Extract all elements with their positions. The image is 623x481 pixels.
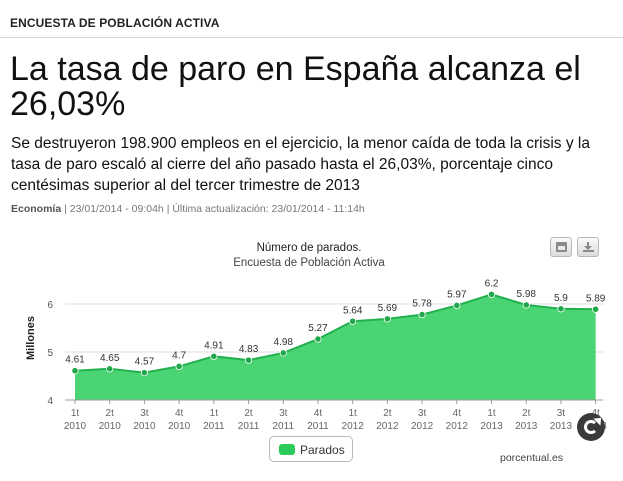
article-subheadline: Se destruyeron 198.900 empleos en el eje… — [11, 135, 590, 194]
download-button[interactable] — [577, 237, 599, 257]
data-label: 4.98 — [274, 337, 294, 348]
x-tick-year: 2012 — [376, 421, 399, 432]
x-tick-label: 3t — [557, 408, 566, 419]
data-point — [453, 301, 461, 310]
x-tick-label: 2t — [522, 408, 531, 419]
x-tick-year: 2010 — [133, 421, 156, 432]
refresh-icon[interactable] — [577, 413, 605, 441]
x-tick-year: 2012 — [446, 421, 469, 432]
x-tick-label: 1t — [487, 408, 496, 419]
data-label: 6.2 — [485, 278, 499, 289]
article-headline: La tasa de paro en España alcanza el 26,… — [10, 50, 581, 123]
data-point — [349, 317, 357, 325]
data-label: 5.64 — [343, 305, 363, 316]
x-tick-label: 3t — [418, 408, 427, 419]
x-tick-year: 2011 — [307, 421, 329, 432]
x-tick-year: 2013 — [515, 421, 538, 432]
y-tick-label: 5 — [47, 348, 53, 359]
data-label: 4.65 — [100, 353, 120, 364]
x-tick-year: 2010 — [168, 421, 191, 432]
x-tick-label: 4t — [175, 408, 184, 419]
data-label: 5.9 — [554, 293, 568, 304]
x-tick-year: 2010 — [99, 421, 122, 432]
x-tick-label: 3t — [279, 408, 288, 419]
chart-credit[interactable]: porcentual.es — [500, 452, 564, 464]
legend-label: Parados — [300, 443, 345, 457]
data-point — [418, 310, 426, 319]
x-tick-label: 1t — [210, 408, 219, 419]
chart-title: Número de parados. — [257, 242, 362, 254]
data-point — [557, 305, 565, 313]
data-label: 5.78 — [412, 299, 432, 310]
x-tick-year: 2010 — [64, 421, 87, 432]
data-point — [522, 301, 530, 309]
data-point — [383, 315, 391, 323]
data-point — [175, 362, 183, 370]
data-point — [487, 290, 496, 299]
x-tick-label: 4t — [453, 408, 462, 419]
print-button[interactable] — [550, 237, 572, 257]
data-point — [210, 352, 218, 360]
category-link[interactable]: Economía — [11, 203, 62, 215]
download-icon — [583, 242, 594, 252]
data-label: 4.61 — [65, 355, 85, 366]
y-axis-label: Millones — [25, 316, 37, 360]
data-label: 4.57 — [135, 357, 155, 368]
chart: Número de parados. Encuesta de Población… — [25, 242, 607, 432]
series-area — [75, 294, 596, 400]
data-point — [140, 369, 149, 377]
x-tick-label: 2t — [106, 408, 115, 419]
x-tick-label: 2t — [383, 408, 392, 419]
article-meta: Economía | 23/01/2014 - 09:04h | Última … — [11, 203, 616, 215]
y-tick-label: 4 — [47, 396, 53, 407]
chart-container: Número de parados. Encuesta de Población… — [10, 225, 615, 475]
data-point — [592, 305, 600, 313]
data-point — [244, 356, 253, 364]
chart-subtitle: Encuesta de Población Activa — [233, 257, 385, 269]
section-title: ENCUESTA DE POBLACIÓN ACTIVA — [10, 16, 220, 30]
legend-swatch — [279, 444, 295, 455]
x-tick-year: 2012 — [342, 421, 365, 432]
data-label: 5.98 — [516, 289, 536, 300]
x-tick-year: 2012 — [411, 421, 434, 432]
data-point — [71, 367, 79, 375]
data-label: 5.89 — [586, 293, 606, 304]
x-tick-year: 2011 — [203, 421, 225, 432]
x-tick-label: 3t — [140, 408, 149, 419]
x-tick-year: 2011 — [273, 421, 295, 432]
data-label: 4.91 — [204, 340, 224, 351]
data-label: 4.7 — [172, 350, 186, 361]
x-tick-year: 2011 — [238, 421, 260, 432]
meta-separator: | — [166, 203, 170, 215]
published-date: | 23/01/2014 - 09:04h — [64, 203, 164, 215]
data-label: 4.83 — [239, 344, 259, 355]
x-tick-label: 2t — [244, 408, 253, 419]
series-line — [74, 293, 596, 374]
x-tick-year: 2013 — [550, 421, 573, 432]
updated-date: Última actualización: 23/01/2014 - 11:14… — [172, 203, 365, 215]
print-icon — [556, 242, 567, 252]
data-point — [314, 335, 322, 343]
x-tick-year: 2013 — [480, 421, 503, 432]
x-tick-label: 1t — [71, 408, 80, 419]
data-point — [106, 365, 114, 373]
data-point — [279, 349, 287, 357]
chart-legend[interactable]: Parados — [269, 436, 353, 462]
x-tick-label: 4t — [314, 408, 323, 419]
data-label: 5.69 — [378, 303, 398, 314]
data-label: 5.97 — [447, 289, 467, 300]
x-tick-label: 1t — [349, 408, 358, 419]
data-label: 5.27 — [308, 323, 328, 334]
section-header: ENCUESTA DE POBLACIÓN ACTIVA — [0, 0, 623, 38]
y-tick-label: 6 — [47, 300, 53, 311]
